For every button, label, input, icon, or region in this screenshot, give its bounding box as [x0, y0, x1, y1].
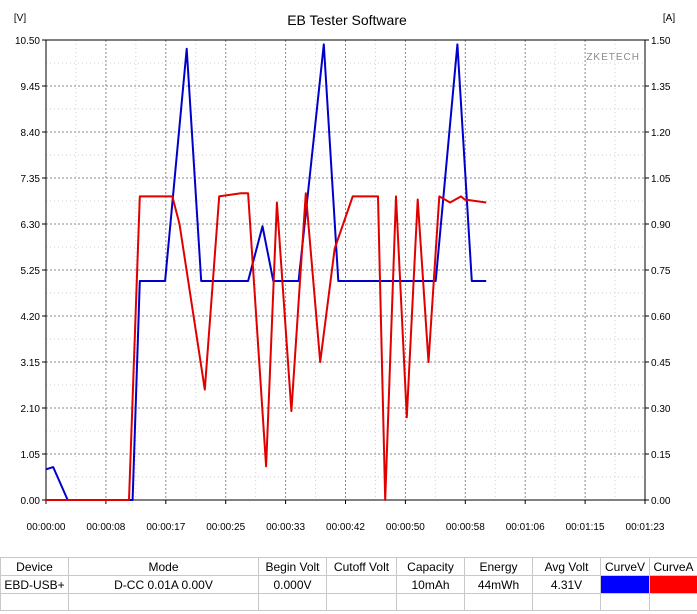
y-right-tick-label: 0.30 — [651, 404, 671, 415]
y-right-tick-label: 0.00 — [651, 496, 671, 507]
empty-cell — [258, 593, 327, 611]
y-right-tick-label: 1.35 — [651, 82, 671, 93]
y-left-tick-label: 1.05 — [21, 450, 41, 461]
y-right-unit: [A] — [663, 13, 675, 24]
table-row-empty — [0, 593, 697, 611]
header-device[interactable]: Device — [0, 557, 69, 576]
x-tick-label: 00:01:23 — [626, 522, 665, 533]
y-left-unit: [V] — [14, 13, 26, 24]
header-avg-volt[interactable]: Avg Volt — [532, 557, 601, 576]
series — [45, 43, 487, 501]
x-tick-label: 00:01:15 — [566, 522, 605, 533]
empty-cell — [532, 593, 601, 611]
empty-cell — [600, 593, 650, 611]
cell-begin-volt: 0.000V — [258, 575, 327, 594]
header-energy[interactable]: Energy — [464, 557, 533, 576]
y-right-tick-label: 0.45 — [651, 358, 671, 369]
header-curve-a[interactable]: CurveA — [649, 557, 697, 576]
x-tick-label: 00:00:25 — [206, 522, 245, 533]
header-capacity[interactable]: Capacity — [396, 557, 465, 576]
y-right-tick-label: 0.75 — [651, 266, 671, 277]
x-tick-label: 00:00:00 — [27, 522, 66, 533]
cell-cutoff-volt — [326, 575, 397, 594]
results-table: Device Mode Begin Volt Cutoff Volt Capac… — [0, 557, 697, 611]
empty-cell — [649, 593, 697, 611]
cell-mode: D-CC 0.01A 0.00V — [68, 575, 259, 594]
watermark: ZKETECH — [586, 52, 640, 63]
x-tick-label: 00:00:58 — [446, 522, 485, 533]
y-left-tick-label: 3.15 — [21, 358, 41, 369]
empty-cell — [0, 593, 69, 611]
y-left-tick-label: 2.10 — [21, 404, 41, 415]
y-left-tick-label: 0.00 — [21, 496, 41, 507]
curve-a-color-swatch[interactable] — [649, 575, 697, 594]
table-header-row: Device Mode Begin Volt Cutoff Volt Capac… — [0, 557, 697, 576]
header-cutoff-volt[interactable]: Cutoff Volt — [326, 557, 397, 576]
cell-capacity: 10mAh — [396, 575, 465, 594]
y-left-tick-label: 4.20 — [21, 312, 41, 323]
x-tick-label: 00:00:17 — [146, 522, 185, 533]
curve-v-color-swatch[interactable] — [600, 575, 650, 594]
empty-cell — [464, 593, 533, 611]
header-begin-volt[interactable]: Begin Volt — [258, 557, 327, 576]
empty-cell — [326, 593, 397, 611]
results-table-container: Device Mode Begin Volt Cutoff Volt Capac… — [0, 557, 697, 614]
series-line-curvev — [45, 43, 487, 501]
y-left-tick-label: 10.50 — [15, 36, 40, 47]
y-right-axis: 1.50 1.35 1.20 1.05 0.90 0.75 0.60 0.45 0.30 0.15… — [645, 36, 671, 507]
cell-device: EBD-USB+ — [0, 575, 69, 594]
x-tick-label: 00:00:33 — [266, 522, 305, 533]
x-tick-label: 00:00:42 — [326, 522, 365, 533]
x-tick-label: 00:00:50 — [386, 522, 425, 533]
y-left-tick-label: 9.45 — [21, 82, 41, 93]
y-left-tick-label: 6.30 — [21, 220, 41, 231]
y-right-tick-label: 0.90 — [651, 220, 671, 231]
header-curve-v[interactable]: CurveV — [600, 557, 650, 576]
x-tick-label: 00:01:06 — [506, 522, 545, 533]
y-right-tick-label: 1.05 — [651, 174, 671, 185]
y-left-tick-label: 8.40 — [21, 128, 41, 139]
y-left-tick-label: 5.25 — [21, 266, 41, 277]
x-tick-label: 00:00:08 — [86, 522, 125, 533]
cell-energy: 44mWh — [464, 575, 533, 594]
y-left-tick-label: 7.35 — [21, 174, 41, 185]
cell-avg-volt: 4.31V — [532, 575, 601, 594]
empty-cell — [396, 593, 465, 611]
y-right-tick-label: 1.50 — [651, 36, 671, 47]
chart-title: EB Tester Software — [287, 12, 407, 28]
y-right-tick-label: 1.20 — [651, 128, 671, 139]
table-row[interactable]: EBD-USB+ D-CC 0.01A 0.00V 0.000V 10mAh 4… — [0, 575, 697, 594]
y-right-tick-label: 0.15 — [651, 450, 671, 461]
series-line-curvea — [46, 192, 487, 501]
header-mode[interactable]: Mode — [68, 557, 259, 576]
chart: EB Tester Software [V] [A] ZKETECH 10.50… — [14, 12, 675, 533]
empty-cell — [68, 593, 259, 611]
y-left-axis: 10.50 9.45 8.40 7.35 6.30 5.25 4.20 3.15 2.10 1.0… — [15, 36, 46, 507]
y-right-tick-label: 0.60 — [651, 312, 671, 323]
x-axis: 00:00:00 00:00:08 00:00:17 00:00:25 00:00:33… — [27, 500, 665, 533]
